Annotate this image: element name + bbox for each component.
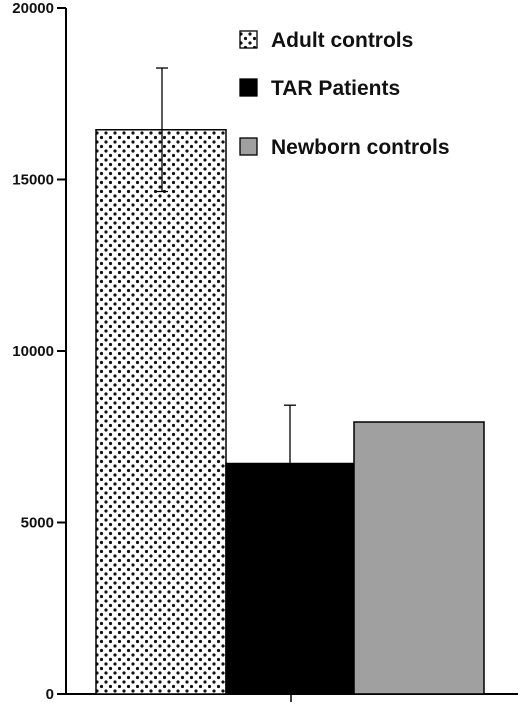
legend-swatch [239, 78, 258, 97]
y-tick-label: 5000 [21, 515, 54, 532]
y-tick-label: 10000 [12, 343, 54, 360]
y-tick-label: 20000 [12, 0, 54, 17]
legend-swatch [239, 137, 258, 156]
y-tick-label: 15000 [12, 172, 54, 189]
legend-label: Newborn controls [271, 136, 450, 159]
bar [353, 421, 485, 695]
legend-label: Adult controls [271, 29, 413, 52]
bar [95, 129, 227, 695]
bar [225, 462, 355, 695]
legend-label: TAR Patients [271, 77, 400, 100]
y-tick-label: 0 [46, 686, 54, 703]
plot-area: 0 5000 10000 15000 20000 Adult controls TAR Pa… [12, 0, 518, 703]
legend-swatch [239, 30, 258, 49]
